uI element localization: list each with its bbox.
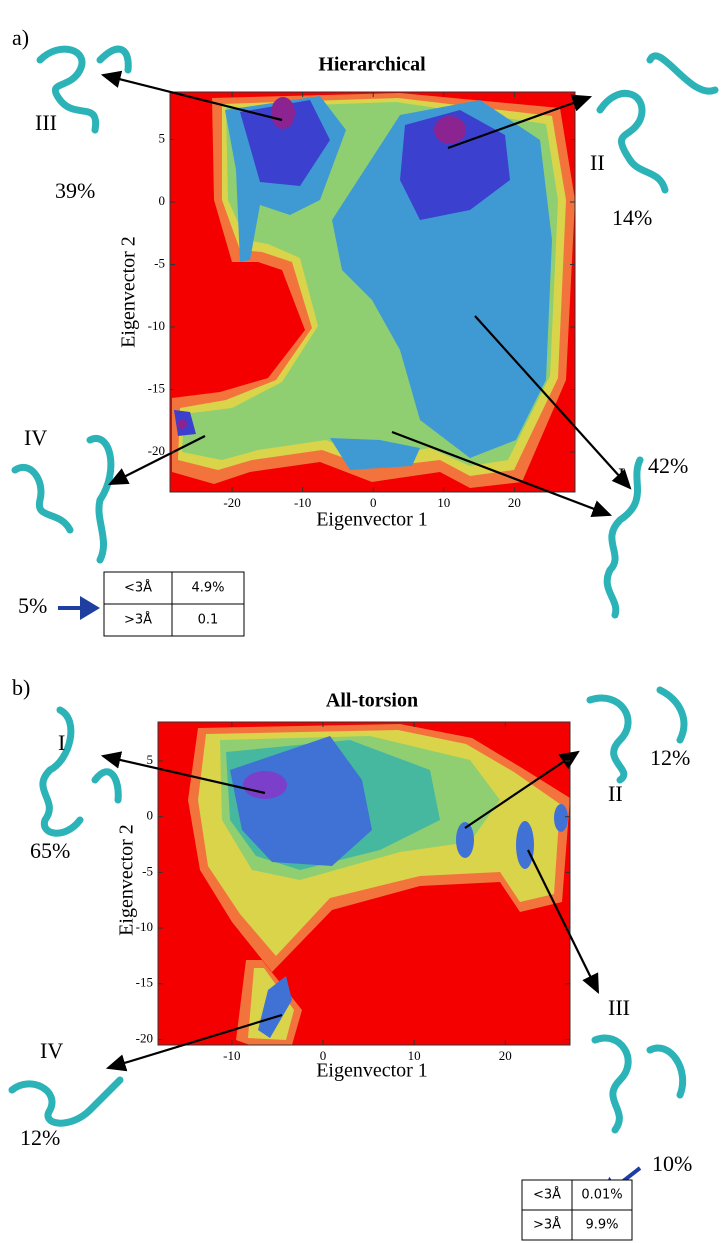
state-label: III (35, 110, 57, 135)
y-tick-label: -15 (136, 975, 153, 990)
state-label: I (58, 730, 65, 755)
table-cell: >3Å (533, 1217, 561, 1233)
y-tick-label: -10 (148, 318, 165, 333)
x-tick-label: 0 (320, 1048, 327, 1063)
rmsd-table: <3Å 4.9% >3Å 0.1 (104, 572, 244, 636)
y-tick-label: 0 (159, 193, 166, 208)
state-label: I (618, 463, 625, 488)
x-tick-label: -10 (294, 495, 311, 510)
panel-label: b) (12, 675, 30, 700)
state-percent: 12% (20, 1125, 60, 1150)
y-axis-label: Eigenvector 2 (118, 236, 140, 348)
state-label: IV (40, 1038, 63, 1063)
chart-title: All-torsion (326, 690, 418, 712)
y-tick-label: -20 (136, 1030, 153, 1045)
y-tick-label: 0 (147, 808, 154, 823)
state-percent: 39% (55, 178, 95, 203)
table-cell: 0.1 (198, 613, 219, 628)
y-tick-label: -20 (148, 443, 165, 458)
state-percent: 14% (612, 205, 652, 230)
table-cell: 9.9% (585, 1218, 618, 1233)
x-tick-label: -20 (223, 495, 240, 510)
y-tick-label: -5 (154, 255, 165, 270)
y-tick-label: 5 (147, 752, 154, 767)
state-percent: 12% (650, 745, 690, 770)
state-percent: 65% (30, 838, 70, 863)
table-cell: 4.9% (191, 581, 224, 596)
figure: a) Hierarchical Eigenvector 1 Eigenvecto… (0, 0, 723, 1243)
state-percent: 10% (652, 1151, 692, 1176)
contour-b (158, 722, 570, 1045)
y-tick-label: -15 (148, 380, 165, 395)
state-label: IV (24, 425, 47, 450)
x-tick-label: 0 (370, 495, 377, 510)
y-tick-label: -10 (136, 919, 153, 934)
contour-a (170, 92, 575, 492)
y-tick-label: 5 (159, 130, 166, 145)
state-label: III (608, 995, 630, 1020)
table-cell: <3Å (124, 580, 152, 596)
table-cell: <3Å (533, 1187, 561, 1203)
x-tick-label: 20 (508, 495, 521, 510)
state-label: II (608, 781, 623, 806)
state-label: II (590, 150, 605, 175)
y-axis-label: Eigenvector 2 (116, 824, 138, 936)
x-tick-label: -10 (223, 1048, 240, 1063)
panel-label: a) (12, 25, 29, 50)
state-percent: 42% (648, 453, 688, 478)
state-percent: 5% (18, 593, 47, 618)
table-cell: >3Å (124, 612, 152, 628)
rmsd-table: <3Å 0.01% >3Å 9.9% (522, 1180, 632, 1240)
y-tick-label: -5 (142, 863, 153, 878)
x-tick-label: 10 (437, 495, 450, 510)
x-tick-label: 10 (408, 1048, 421, 1063)
chart-title: Hierarchical (318, 54, 426, 76)
x-axis-label: Eigenvector 1 (316, 509, 428, 531)
x-tick-label: 20 (499, 1048, 512, 1063)
table-cell: 0.01% (581, 1188, 622, 1203)
